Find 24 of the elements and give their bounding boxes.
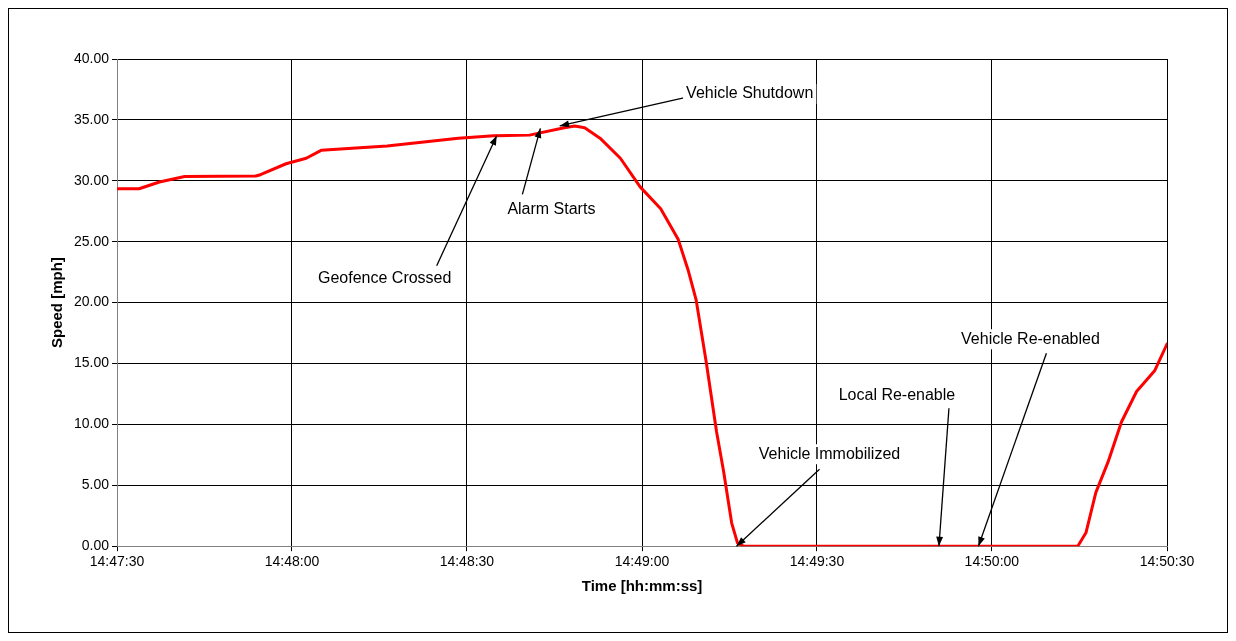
x-tick-label: 14:49:30: [789, 553, 845, 570]
y-tick-label: 10.00: [73, 415, 110, 432]
annotation: Local Re-enable: [838, 385, 956, 403]
x-axis-title: Time [hh:mm:ss]: [581, 577, 703, 595]
x-tick-label: 14:48:30: [439, 553, 495, 570]
y-tick-label: 35.00: [73, 110, 110, 127]
x-tick-label: 14:47:30: [89, 553, 145, 570]
annotation: Vehicle Re-enabled: [961, 329, 1100, 347]
y-tick-label: 20.00: [73, 293, 110, 310]
y-tick-label: 25.00: [73, 232, 110, 249]
annotation: Vehicle Shutdown: [686, 84, 814, 102]
y-tick-label: 0.00: [81, 537, 110, 554]
y-tick-label: 40.00: [73, 49, 110, 66]
y-axis-title: Speed [mph]: [48, 257, 66, 349]
y-tick-label: 30.00: [73, 171, 110, 188]
annotation: Vehicle Immobilized: [758, 444, 901, 462]
y-tick-label: 5.00: [81, 476, 110, 493]
annotation: Geofence Crossed: [318, 269, 452, 287]
x-tick-label: 14:49:00: [614, 553, 670, 570]
x-tick-label: 14:50:30: [1139, 553, 1195, 570]
x-tick-label: 14:48:00: [264, 553, 320, 570]
x-tick-label: 14:50:00: [964, 553, 1020, 570]
y-tick-label: 15.00: [73, 354, 110, 371]
annotation: Alarm Starts: [507, 199, 596, 217]
